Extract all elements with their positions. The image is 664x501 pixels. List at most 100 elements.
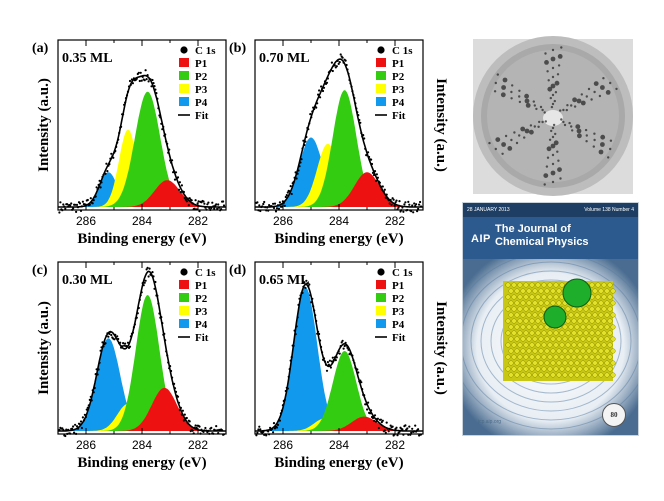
- cover-atom: [574, 372, 580, 378]
- data-point: [63, 205, 66, 208]
- leed-spot: [510, 97, 513, 100]
- cover-atom: [514, 288, 520, 294]
- data-point: [361, 388, 364, 391]
- cover-atom: [604, 300, 610, 306]
- data-point: [394, 201, 397, 204]
- data-point: [207, 429, 210, 432]
- data-point: [156, 294, 159, 297]
- data-point: [165, 350, 168, 353]
- data-point: [110, 152, 113, 155]
- data-point: [286, 191, 289, 194]
- data-point: [272, 202, 275, 205]
- data-point: [320, 345, 323, 349]
- cover-atom: [526, 348, 532, 354]
- data-point: [140, 291, 143, 294]
- leed-spot: [576, 128, 582, 134]
- leed-spot: [559, 109, 562, 112]
- x-tick-label: 286: [76, 214, 96, 228]
- leed-spot: [488, 141, 491, 145]
- data-point: [97, 183, 100, 186]
- leed-spot: [518, 89, 521, 93]
- data-point: [255, 434, 258, 437]
- cover-atom: [580, 324, 586, 330]
- coverage-label: 0.35 ML: [62, 51, 113, 66]
- data-point: [125, 345, 129, 348]
- panel-label: (b): [229, 41, 246, 56]
- cover-atom: [589, 306, 595, 312]
- data-point: [322, 357, 326, 360]
- leed-spot: [518, 134, 521, 137]
- data-point: [72, 207, 75, 210]
- cover-atom: [595, 342, 601, 348]
- data-point: [329, 366, 332, 369]
- data-point: [349, 82, 352, 85]
- data-point: [174, 390, 178, 393]
- leed-spot: [546, 146, 552, 152]
- cover-swirl-ring: [480, 279, 622, 403]
- data-point: [371, 171, 375, 174]
- cover-journal-title: The Journal of Chemical Physics: [495, 223, 635, 249]
- leed-spot: [550, 129, 553, 133]
- cover-atom: [580, 312, 586, 318]
- cover-atom: [514, 324, 520, 330]
- data-point: [378, 181, 381, 184]
- data-point: [88, 398, 91, 401]
- data-point: [257, 428, 260, 431]
- cover-atom: [517, 342, 523, 348]
- legend-marker-c1s: [180, 268, 188, 276]
- leed-spot: [551, 153, 555, 157]
- data-point: [346, 346, 349, 349]
- legend-label: P4: [195, 319, 208, 331]
- data-point: [186, 197, 189, 200]
- leed-spot: [495, 137, 501, 143]
- data-point: [174, 171, 178, 174]
- data-point: [93, 386, 96, 390]
- data-point: [78, 423, 82, 426]
- leed-spot: [546, 70, 549, 73]
- cover-atom: [589, 354, 595, 360]
- cover-atom: [574, 324, 580, 330]
- data-point: [352, 359, 355, 362]
- leed-spot: [580, 100, 586, 106]
- data-point: [156, 97, 159, 100]
- leed-spot: [501, 152, 504, 155]
- data-point: [182, 190, 185, 194]
- data-point: [170, 161, 173, 164]
- data-point: [106, 170, 109, 173]
- leed-spot: [572, 97, 577, 103]
- cover-atom: [562, 372, 568, 378]
- data-point: [147, 275, 150, 278]
- leed-spot: [493, 90, 497, 93]
- data-point: [315, 319, 318, 323]
- data-point: [116, 141, 119, 144]
- data-point: [216, 429, 219, 432]
- cover-atom: [508, 288, 514, 294]
- leed-spot: [551, 162, 555, 166]
- data-point: [193, 207, 196, 210]
- data-point: [187, 204, 190, 207]
- data-point: [76, 206, 80, 209]
- data-point: [114, 333, 117, 336]
- data-point: [269, 426, 272, 429]
- data-point: [344, 341, 347, 344]
- data-point: [80, 426, 83, 430]
- data-point: [95, 186, 98, 189]
- cover-atom: [565, 366, 571, 372]
- data-point: [202, 430, 205, 433]
- cover-atom: [592, 360, 598, 366]
- data-point: [406, 427, 409, 430]
- cover-atom: [553, 354, 559, 360]
- leed-spot: [576, 98, 582, 104]
- leed-spot: [494, 147, 497, 151]
- data-point: [104, 342, 107, 345]
- data-point: [108, 163, 111, 166]
- data-point: [350, 85, 353, 88]
- legend-label: P1: [195, 280, 207, 292]
- data-point: [101, 175, 104, 178]
- data-point: [321, 87, 324, 90]
- cover-volume: Volume 138 Number 4: [584, 207, 634, 213]
- cover-atom: [598, 312, 604, 318]
- y-axis-label: Intensity (a.u.): [433, 78, 449, 172]
- cover-atom: [589, 366, 595, 372]
